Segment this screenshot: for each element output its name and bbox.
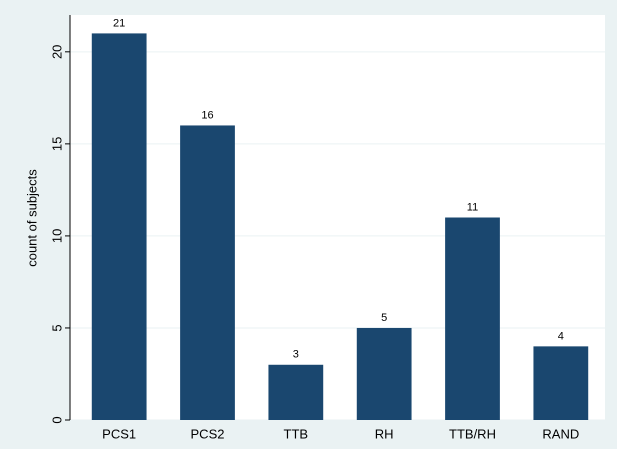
x-tick-label: PCS2 <box>191 426 225 441</box>
bar <box>356 327 412 420</box>
value-label: 16 <box>201 109 213 121</box>
y-tick-label: 5 <box>49 324 64 331</box>
x-tick-label: RAND <box>542 426 579 441</box>
plot-area <box>70 15 605 420</box>
y-tick-label: 15 <box>49 137 64 151</box>
y-tick-label: 0 <box>49 416 64 423</box>
bar <box>268 364 324 420</box>
x-tick-label: RH <box>375 426 394 441</box>
x-tick-label: PCS1 <box>102 426 136 441</box>
bar <box>533 346 589 420</box>
bar <box>91 33 147 421</box>
value-label: 11 <box>467 201 478 213</box>
y-tick-label: 20 <box>49 45 64 59</box>
value-label: 5 <box>381 312 387 324</box>
y-tick-label: 10 <box>49 229 64 243</box>
bar <box>445 217 500 420</box>
y-axis-label: count of subjects <box>24 169 39 267</box>
value-label: 4 <box>558 330 564 342</box>
value-label: 21 <box>113 17 125 29</box>
x-tick-label: TTB/RH <box>449 426 496 441</box>
bar <box>180 125 235 421</box>
value-label: 3 <box>293 349 299 361</box>
x-tick-label: TTB <box>284 426 309 441</box>
